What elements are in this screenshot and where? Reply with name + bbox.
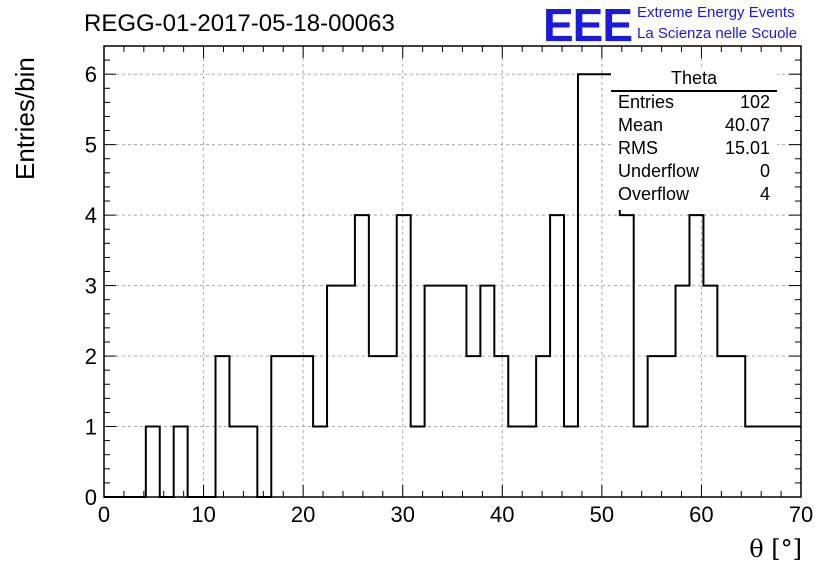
x-tick-label: 50 — [590, 502, 614, 527]
histogram-bin — [522, 427, 536, 497]
y-tick-label: 5 — [85, 133, 97, 158]
x-tick-label: 10 — [191, 502, 215, 527]
histogram-bin — [341, 286, 355, 497]
stats-key: Mean — [618, 115, 664, 135]
histogram-bin — [299, 356, 313, 497]
histogram-bin — [648, 356, 662, 497]
histogram-bin — [773, 427, 787, 497]
y-tick-label: 1 — [85, 415, 97, 440]
histogram-bin — [676, 286, 690, 497]
y-tick-label: 6 — [85, 62, 97, 87]
stats-row-rms: RMS 15.01 — [618, 138, 770, 160]
histogram-bin — [327, 286, 341, 497]
histogram-bin — [508, 427, 522, 497]
stats-row-entries: Entries 102 — [618, 92, 770, 114]
stats-value: 4 — [759, 184, 770, 204]
x-axis-label: θ [°] — [749, 535, 802, 563]
histogram-bin — [425, 286, 439, 497]
stats-key: Overflow — [618, 184, 690, 204]
histogram-bin — [174, 427, 188, 497]
stats-value: 15.01 — [724, 138, 770, 158]
histogram-bin — [731, 356, 745, 497]
stats-key: Underflow — [618, 161, 700, 181]
y-axis-label: Entries/bin — [10, 57, 40, 180]
histogram-bin — [745, 427, 759, 497]
x-tick-label: 70 — [789, 502, 813, 527]
stats-key: Entries — [618, 92, 675, 112]
histogram-bin — [411, 427, 425, 497]
stats-value: 40.07 — [724, 115, 770, 135]
histogram-bin — [564, 427, 578, 497]
stats-value: 0 — [759, 161, 770, 181]
y-tick-label: 0 — [85, 485, 97, 510]
histogram-bin — [703, 286, 717, 497]
histogram-bin — [439, 286, 453, 497]
x-tick-label: 20 — [291, 502, 315, 527]
stats-row-overflow: Overflow 4 — [618, 184, 770, 206]
chart-title: REGG-01-2017-05-18-00063 — [84, 10, 395, 37]
stats-row-mean: Mean 40.07 — [618, 115, 770, 137]
eee-logo-line1: Extreme Energy Events — [637, 4, 795, 21]
histogram-bin — [216, 356, 230, 497]
histogram-bin — [453, 286, 467, 497]
stats-key: RMS — [618, 138, 658, 158]
y-tick-label: 4 — [85, 203, 97, 228]
stats-row-underflow: Underflow 0 — [618, 161, 770, 183]
histogram-bin — [634, 427, 648, 497]
stats-title: Theta — [670, 68, 718, 88]
histogram-bin — [480, 286, 494, 497]
x-tick-label: 60 — [689, 502, 713, 527]
y-tick-label: 3 — [85, 274, 97, 299]
x-tick-label: 0 — [98, 502, 110, 527]
histogram-bin — [787, 427, 801, 497]
histogram-bin — [759, 427, 773, 497]
stats-divider — [611, 90, 777, 92]
histogram-bin — [313, 427, 327, 497]
histogram-bin — [146, 427, 160, 497]
eee-logo-line2: La Scienza nelle Scuole — [637, 25, 798, 42]
eee-logo: EEE — [543, 0, 633, 51]
histogram-line — [104, 73, 801, 498]
stats-value: 102 — [739, 92, 770, 112]
stats-box: Theta Entries 102 Mean 40.07 RMS 15.01 U… — [611, 68, 777, 210]
y-tick-label: 2 — [85, 344, 97, 369]
x-tick-label: 30 — [390, 502, 414, 527]
x-tick-label: 40 — [490, 502, 514, 527]
histogram-bin — [243, 427, 257, 497]
histogram-bin — [229, 427, 243, 497]
